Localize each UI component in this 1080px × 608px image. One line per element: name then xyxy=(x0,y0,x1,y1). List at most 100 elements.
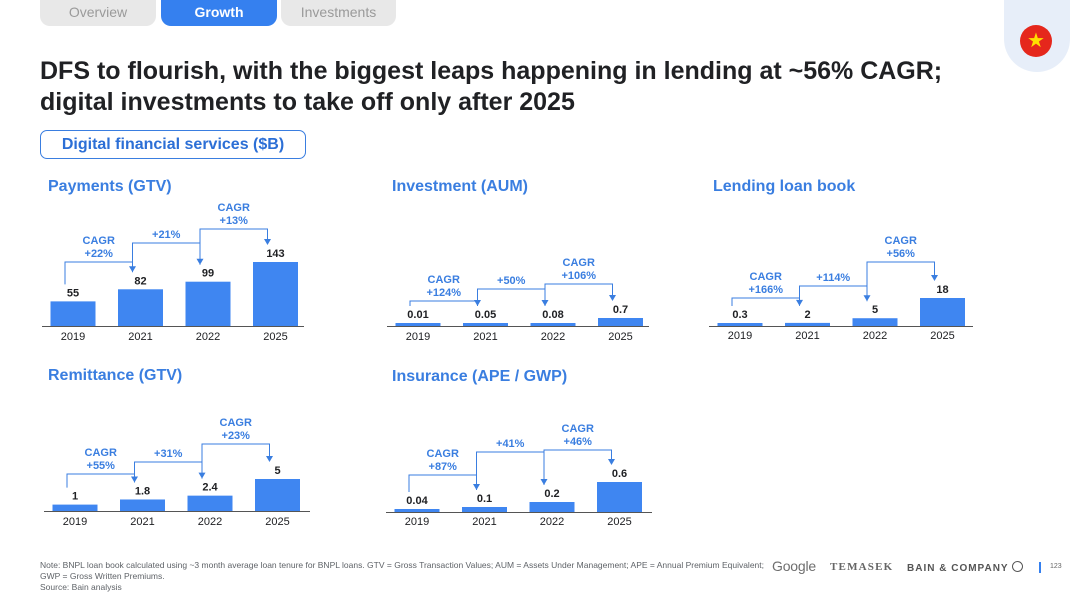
growth-label-2-1: +106% xyxy=(561,270,596,282)
footnote-note: Note: BNPL loan book calculated using ~3… xyxy=(40,560,764,581)
growth-label-2-1: +46% xyxy=(564,436,593,448)
bar-2022 xyxy=(530,323,576,326)
tick-label-2019: 2019 xyxy=(406,331,430,343)
value-label-2022: 99 xyxy=(202,268,214,280)
bar-2022 xyxy=(529,502,575,512)
growth-connector-2 xyxy=(199,228,268,265)
growth-label-0-1: +55% xyxy=(87,460,116,472)
panel-title-lending: Lending loan book xyxy=(713,178,856,195)
footnote: Note: BNPL loan book calculated using ~3… xyxy=(40,560,770,593)
growth-connector-2 xyxy=(201,443,270,479)
growth-label-2-0: CAGR xyxy=(562,423,594,435)
value-label-2025: 0.6 xyxy=(612,468,627,480)
growth-label-2-1: +13% xyxy=(220,215,249,227)
panel-title-remittance: Remittance (GTV) xyxy=(48,367,183,384)
page-number: 123 xyxy=(1050,563,1062,570)
growth-label-0-1: +87% xyxy=(429,461,458,473)
bar-2021 xyxy=(785,322,830,326)
growth-label-0-0: CAGR xyxy=(85,447,117,459)
bar-2022 xyxy=(185,281,231,326)
section-label: Digital financial services ($B) xyxy=(40,130,306,159)
bar-2025 xyxy=(597,482,642,512)
growth-arrowhead-2 xyxy=(608,459,615,465)
tab-investments[interactable]: Investments xyxy=(281,0,396,26)
value-label-2022: 2.4 xyxy=(202,482,218,494)
tick-label-2021: 2021 xyxy=(473,331,497,343)
tick-label-2025: 2025 xyxy=(263,331,287,343)
tick-label-2019: 2019 xyxy=(728,330,752,342)
tick-label-2019: 2019 xyxy=(405,516,429,528)
growth-label-0-0: CAGR xyxy=(427,448,459,460)
panel-title-investment: Investment (AUM) xyxy=(392,178,529,195)
value-label-2019: 0.04 xyxy=(406,495,428,507)
growth-arrowhead-2 xyxy=(931,275,938,281)
growth-arrowhead-2 xyxy=(264,239,271,245)
growth-connector-2 xyxy=(543,449,612,485)
bar-2021 xyxy=(118,289,163,326)
bar-2019 xyxy=(52,504,98,511)
tab-growth[interactable]: Growth xyxy=(161,0,277,26)
bar-2019 xyxy=(394,509,440,512)
bar-2022 xyxy=(852,318,898,326)
value-label-2021: 2 xyxy=(804,309,810,321)
temasek-logo: TEMASEK xyxy=(830,561,894,573)
value-label-2021: 0.05 xyxy=(475,309,496,321)
bain-circle-icon xyxy=(1012,561,1024,572)
bar-2022 xyxy=(187,495,233,511)
tick-label-2025: 2025 xyxy=(265,516,289,528)
growth-label-0-0: CAGR xyxy=(428,274,460,286)
value-label-2021: 0.1 xyxy=(477,493,492,505)
growth-label-1-0: +31% xyxy=(154,448,183,460)
value-label-2022: 0.2 xyxy=(544,488,559,500)
value-label-2021: 1.8 xyxy=(135,485,150,497)
tick-label-2019: 2019 xyxy=(63,516,87,528)
value-label-2019: 1 xyxy=(72,491,78,503)
growth-label-2-1: +23% xyxy=(222,430,251,442)
tick-label-2021: 2021 xyxy=(795,330,819,342)
growth-label-1-0: +50% xyxy=(497,275,526,287)
value-label-2019: 55 xyxy=(67,287,79,299)
growth-label-0-1: +124% xyxy=(426,287,461,299)
growth-label-1-0: +21% xyxy=(152,229,181,241)
bar-2021 xyxy=(462,507,507,512)
growth-label-0-0: CAGR xyxy=(83,235,115,247)
tick-label-2021: 2021 xyxy=(128,331,152,343)
bar-2025 xyxy=(920,298,965,326)
growth-label-2-0: CAGR xyxy=(885,235,917,247)
tab-overview[interactable]: Overview xyxy=(40,0,156,26)
growth-label-2-0: CAGR xyxy=(563,257,595,269)
tick-label-2025: 2025 xyxy=(930,330,954,342)
tick-label-2022: 2022 xyxy=(198,516,222,528)
growth-arrowhead-2 xyxy=(266,456,273,462)
value-label-2025: 0.7 xyxy=(613,304,628,316)
footnote-source: Source: Bain analysis xyxy=(40,582,122,592)
tick-label-2022: 2022 xyxy=(541,331,565,343)
bar-2025 xyxy=(253,262,298,326)
panel-title-insurance: Insurance (APE / GWP) xyxy=(392,368,568,385)
vietnam-flag-icon: ★ xyxy=(1020,25,1052,57)
tick-label-2021: 2021 xyxy=(472,516,496,528)
tick-label-2022: 2022 xyxy=(540,516,564,528)
value-label-2019: 0.3 xyxy=(732,309,747,321)
growth-label-0-1: +166% xyxy=(748,284,783,296)
growth-connector-0 xyxy=(409,300,478,306)
growth-label-1-0: +41% xyxy=(496,438,525,450)
bar-2021 xyxy=(463,323,508,326)
bar-2025 xyxy=(598,318,643,326)
bar-2025 xyxy=(255,479,300,511)
tick-label-2025: 2025 xyxy=(607,516,631,528)
growth-connector-2 xyxy=(866,261,935,302)
footer-divider xyxy=(1039,562,1041,573)
value-label-2022: 0.08 xyxy=(542,309,563,321)
growth-arrowhead-2 xyxy=(609,295,616,301)
bar-2019 xyxy=(717,323,763,326)
bain-logo: BAIN & COMPANY xyxy=(907,561,1024,574)
tick-label-2022: 2022 xyxy=(196,331,220,343)
growth-connector-0 xyxy=(408,474,477,492)
growth-label-2-0: CAGR xyxy=(220,417,252,429)
growth-connector-2 xyxy=(544,283,613,306)
value-label-2025: 5 xyxy=(274,465,280,477)
